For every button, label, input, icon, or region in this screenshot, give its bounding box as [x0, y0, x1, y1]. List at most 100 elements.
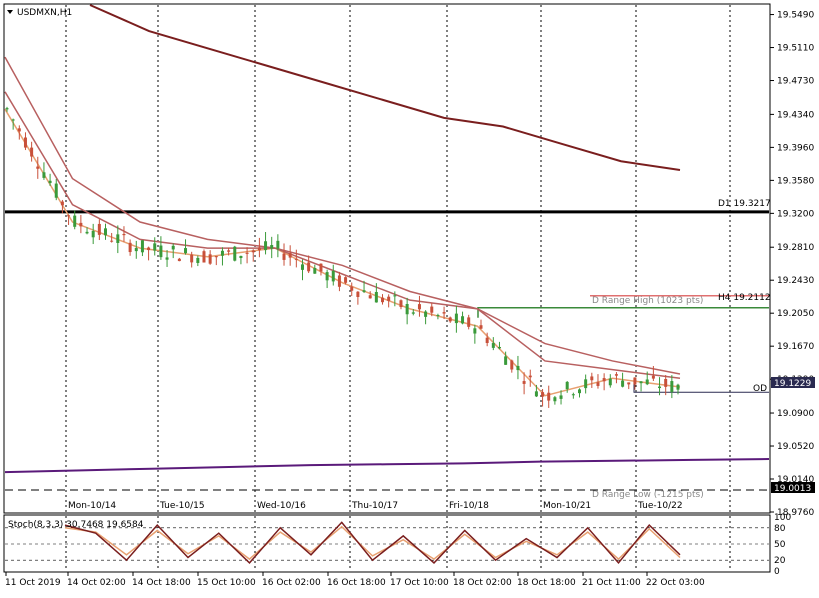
- ma-series-line: [4, 458, 770, 474]
- candle-body: [85, 231, 89, 234]
- candle-body: [590, 376, 594, 381]
- main-plot-frame: [3, 3, 771, 514]
- level-lines: [5, 210, 769, 491]
- time-tick-label: 16 Oct 02:00: [262, 578, 321, 588]
- candle-body: [17, 128, 21, 132]
- candle-body: [159, 245, 163, 258]
- price-tick-label: 18.9760: [777, 508, 814, 518]
- candle-body: [411, 312, 415, 314]
- price-tick-label: 19.5490: [777, 11, 814, 21]
- candle-body: [559, 395, 563, 399]
- candle-body: [208, 254, 212, 264]
- candle-body: [633, 377, 637, 385]
- stoch-level-label: 100: [774, 513, 791, 523]
- stoch-level-label: 0: [774, 567, 780, 577]
- candle-body: [651, 375, 655, 379]
- candle-body: [103, 228, 107, 236]
- candle-body: [608, 378, 612, 386]
- candle-body: [553, 397, 557, 402]
- candle-body: [153, 243, 157, 251]
- date-tick-label: Fri-10/18: [449, 501, 489, 511]
- candle-body: [177, 258, 181, 262]
- candle-body: [461, 316, 465, 324]
- date-tick-label: Tue-10/15: [159, 501, 205, 511]
- candle-body: [140, 240, 144, 253]
- candle-body: [220, 250, 224, 256]
- candlesticks: [5, 106, 680, 408]
- candle-body: [227, 250, 231, 252]
- candle-body: [42, 172, 46, 178]
- candle-body: [300, 264, 304, 270]
- candle-body: [48, 180, 52, 184]
- candle-body: [522, 381, 526, 384]
- d1-level-label: D1 19.3217: [718, 199, 771, 209]
- candle-body: [467, 317, 471, 327]
- price-tick-label: 19.2050: [777, 309, 814, 319]
- candle-body: [282, 253, 286, 260]
- candle-body: [134, 248, 138, 252]
- stoch-level-label: 50: [774, 540, 786, 550]
- time-axis: 11 Oct 2019 14 Oct 02:00 14 Oct 18:00 15 Oc…: [5, 572, 705, 588]
- candle-body: [578, 389, 582, 394]
- price-tick-label: 19.2810: [777, 243, 814, 253]
- candle-body: [504, 356, 508, 365]
- candle-body: [245, 252, 249, 254]
- ma-series-line: [89, 4, 681, 171]
- candle-body: [436, 315, 440, 317]
- candle-body: [645, 379, 649, 385]
- candle-body: [122, 233, 126, 236]
- stoch-signal-line: [64, 525, 681, 561]
- candle-body: [239, 255, 243, 258]
- candle-body: [331, 270, 335, 282]
- candle-body: [448, 317, 452, 322]
- price-tick-label: 19.0900: [777, 409, 814, 419]
- candle-body: [36, 166, 40, 169]
- candle-body: [79, 222, 83, 227]
- d-range-low-label: D Range Low (-1215 pts): [592, 490, 704, 500]
- candle-body: [639, 381, 643, 384]
- price-tick-label: 19.0520: [777, 442, 814, 452]
- price-axis: 19.5490 19.5110 19.4730 19.4340 19.3960 19.35…: [770, 11, 814, 518]
- candle-body: [251, 250, 255, 253]
- d-range-high-line: [477, 307, 769, 318]
- candle-body: [128, 242, 132, 253]
- time-tick-label: 16 Oct 18:00: [327, 578, 386, 588]
- candle-body: [387, 296, 391, 301]
- candle-body: [565, 381, 569, 390]
- candle-body: [91, 230, 95, 238]
- price-tick-label: 19.3200: [777, 209, 814, 219]
- candle-body: [381, 297, 385, 303]
- candle-body: [319, 263, 323, 272]
- candle-body: [399, 300, 403, 308]
- date-tick-label: Wed-10/16: [257, 501, 306, 511]
- stoch-level-label: 20: [774, 556, 786, 566]
- candle-body: [497, 346, 501, 349]
- candle-body: [571, 394, 575, 396]
- candle-body: [473, 328, 477, 334]
- candle-body: [491, 343, 495, 348]
- time-tick-label: 15 Oct 10:00: [197, 578, 256, 588]
- candle-body: [196, 257, 200, 263]
- candle-body: [184, 248, 188, 254]
- candle-body: [676, 384, 680, 390]
- stoch-main-line: [64, 521, 681, 565]
- h4-level-label: H4 19.2112: [718, 293, 771, 303]
- candle-body: [584, 379, 588, 389]
- candle-body: [294, 258, 298, 260]
- time-tick-label: 18 Oct 18:00: [517, 578, 576, 588]
- candle-body: [356, 291, 360, 297]
- candle-body: [670, 381, 674, 392]
- candle-body: [528, 375, 532, 378]
- candle-body: [417, 304, 421, 310]
- candle-body: [257, 247, 261, 251]
- chart-menu-triangle-icon[interactable]: [7, 10, 13, 14]
- candle-body: [350, 286, 354, 291]
- candle-body: [516, 365, 520, 371]
- candle-body: [67, 215, 71, 217]
- candle-body: [547, 392, 551, 401]
- price-tick-label: 19.0140: [777, 475, 814, 485]
- candle-body: [214, 256, 218, 258]
- time-tick-label: 21 Oct 11:00: [582, 578, 641, 588]
- candle-body: [485, 337, 489, 344]
